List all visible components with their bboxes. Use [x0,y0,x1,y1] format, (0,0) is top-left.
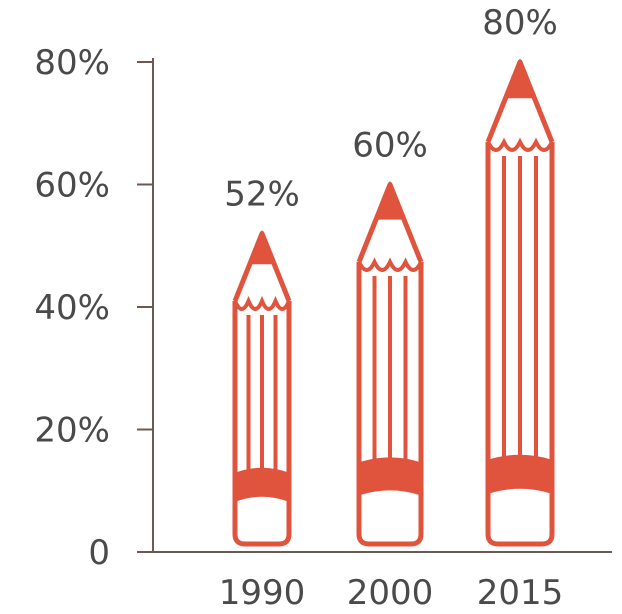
x-tick-label: 2000 [347,573,434,613]
data-label: 80% [482,3,558,43]
pencil-scallop [357,257,423,272]
pencil-band [234,467,290,503]
pencil-bar-1990 [232,230,292,547]
pencil-bar-2000 [356,181,424,547]
y-axis-ticks: 0 20% 40% 60% 80% [34,43,153,573]
y-tick-label: 0 [88,533,110,573]
data-label: 52% [224,175,300,215]
pencil-lead [504,59,536,99]
y-tick-label: 20% [34,411,110,451]
pencil-lead [375,181,405,220]
pencil-scallop [486,137,554,152]
pencil-lead [249,230,275,265]
x-tick-label: 2015 [477,573,564,613]
y-tick-label: 80% [34,43,110,83]
pencil-band [358,457,422,496]
y-tick-label: 60% [34,166,110,206]
axes [152,58,612,553]
pencil-band [487,454,553,495]
labels: 52% 1990 60% 2000 80% 2015 [219,3,564,613]
pencil-bars [232,59,555,547]
pencil-bar-2015 [485,59,555,547]
x-tick-label: 1990 [219,573,306,613]
pencil-scallop [233,295,291,311]
data-label: 60% [352,126,428,166]
y-tick-label: 40% [34,288,110,328]
